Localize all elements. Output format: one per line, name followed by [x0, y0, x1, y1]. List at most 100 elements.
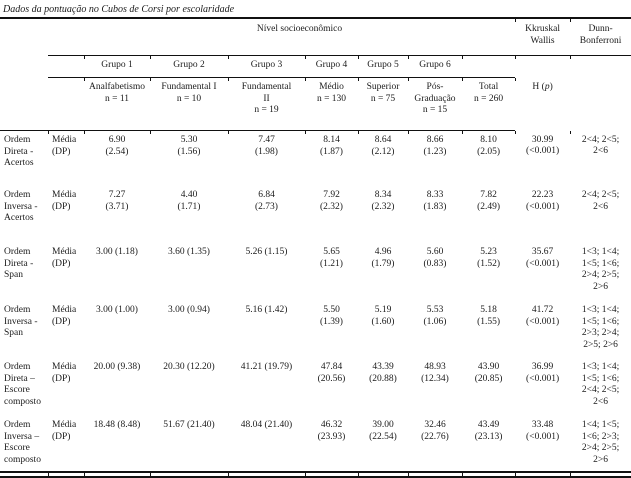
value-cell: 48.04 (21.40)	[240, 420, 293, 430]
dunn-cell: 1<3; 1<4; 1<5; 1<6; 2<4; 2<5; 2<6	[581, 362, 620, 407]
dunn-cell: 1<3; 1<4; 1<5; 1<6; 2>3; 2>4; 2>5; 2>6	[581, 305, 620, 350]
corsi-results-table: Nível socioeconômico Kkruskal Wallis Dun…	[0, 19, 631, 478]
rule-segment	[407, 471, 462, 478]
row-label: Ordem Direta - Acertos	[4, 135, 34, 168]
group-1-header: Grupo 1	[84, 55, 150, 78]
table-row: Ordem Direta - Span Média (DP) 3.00 (1.1…	[0, 243, 631, 301]
value-cell: 41.21 (19.79)	[240, 362, 293, 372]
rule-segment	[514, 471, 571, 478]
rule-segment	[83, 471, 150, 478]
stat-label: Média (DP)	[52, 420, 77, 442]
value-cell: 7.47 (1.98)	[228, 130, 305, 187]
subheader-pos-graduacao: Pós- Graduação n = 15	[408, 77, 462, 131]
kruskal-h-cell: 41.72 (<0.001)	[526, 305, 560, 327]
value-cell: 43.49 (23.13)	[474, 420, 503, 442]
dunn-cell: 2<4; 2<5; 2<6	[570, 130, 631, 187]
value-cell: 5.50 (1.39)	[320, 305, 343, 327]
bottom-double-rule	[0, 471, 631, 478]
value-cell: 6.90 (2.54)	[84, 130, 150, 187]
value-cell: 7.27 (3.71)	[105, 190, 129, 212]
dunn-cell: 2<4; 2<5; 2<6	[581, 190, 620, 212]
value-cell: 5.30 (1.56)	[150, 130, 228, 187]
table-row: Ordem Direta – Escore composto Média (DP…	[0, 358, 631, 416]
kruskal-h-cell: 22.23 (<0.001)	[526, 190, 560, 212]
value-cell: 5.18 (1.55)	[477, 305, 501, 327]
value-cell: 48.93 (12.34)	[421, 362, 449, 384]
table-row: Ordem Direta - Acertos Média (DP) 6.90 (…	[0, 130, 631, 187]
value-cell: 8.64 (2.12)	[358, 130, 408, 187]
value-cell: 5.65 (1.21)	[320, 247, 343, 269]
subheader-analfabetismo: Analfabetismo n = 11	[84, 77, 150, 131]
dunn-bonferroni-header: Dunn- Bonferroni	[570, 19, 631, 56]
group-6-header: Grupo 6	[408, 55, 462, 78]
rule-segment	[149, 471, 228, 478]
value-cell: 43.90 (20.85)	[474, 362, 503, 384]
subheader-medio: Médio n = 130	[305, 77, 358, 131]
value-cell: 3.00 (0.94)	[168, 305, 210, 315]
value-cell: 3.00 (1.18)	[96, 247, 138, 257]
value-cell: 5.16 (1.42)	[245, 305, 288, 315]
value-cell: 43.39 (20.88)	[369, 362, 397, 384]
rule-segment	[569, 471, 631, 478]
row-label: Ordem Direta - Span	[4, 247, 34, 280]
empty-cell	[462, 55, 516, 78]
value-cell: 5.60 (0.83)	[423, 247, 447, 269]
kruskal-h-cell: 35.67 (<0.001)	[526, 247, 560, 269]
value-cell: 3.60 (1.35)	[168, 247, 210, 257]
h-p-italic: p	[544, 81, 550, 92]
kruskal-h-cell: 33.48 (<0.001)	[526, 420, 560, 442]
value-cell: 8.34 (2.32)	[371, 190, 395, 212]
rule-segment	[0, 471, 48, 478]
group-2-header: Grupo 2	[150, 55, 228, 78]
subheader-fundamental-2: Fundamental II n = 19	[228, 77, 305, 131]
value-cell: 39.00 (22.54)	[369, 420, 397, 442]
value-cell: 8.66 (1.23)	[408, 130, 462, 187]
empty-cell	[48, 55, 84, 78]
stat-label: Média (DP)	[48, 130, 84, 187]
kruskal-h-cell: 36.99 (<0.001)	[526, 362, 560, 384]
stat-label: Média (DP)	[52, 305, 77, 327]
rule-segment	[47, 471, 84, 478]
group-4-header: Grupo 4	[305, 55, 358, 78]
rule-segment	[304, 471, 358, 478]
empty-cell	[0, 56, 48, 78]
value-cell: 4.96 (1.79)	[371, 247, 395, 269]
table-title: Dados da pontuação no Cubos de Corsi por…	[0, 0, 631, 19]
rule-segment	[357, 471, 408, 478]
group-5-header: Grupo 5	[358, 55, 408, 78]
value-cell: 51.67 (21.40)	[163, 420, 215, 430]
value-cell: 4.40 (1.71)	[177, 190, 201, 212]
value-cell: 6.84 (2.73)	[255, 190, 278, 212]
header-spanner-row: Nível socioeconômico Kkruskal Wallis Dun…	[0, 19, 631, 56]
h-p-suffix: )	[549, 81, 553, 92]
row-label: Ordem Direta – Escore composto	[4, 362, 41, 407]
value-cell: 5.19 (1.60)	[371, 305, 395, 327]
value-cell: 3.00 (1.00)	[96, 305, 138, 315]
subheader-fundamental-1: Fundamental I n = 10	[150, 77, 228, 131]
value-cell: 5.23 (1.52)	[477, 247, 501, 269]
empty-cell	[570, 78, 631, 131]
rule-segment	[461, 471, 516, 478]
dunn-cell: 1<3; 1<4; 1<5; 1<6; 2>4; 2>5; 2>6	[581, 247, 620, 292]
empty-cell	[48, 19, 84, 56]
empty-cell	[48, 77, 84, 131]
empty-cell	[570, 55, 631, 78]
value-cell: 46.32 (23.93)	[317, 420, 346, 442]
subheader-superior: Superior n = 75	[358, 77, 408, 131]
rule-segment	[227, 471, 305, 478]
header-group-row: Grupo 1 Grupo 2 Grupo 3 Grupo 4 Grupo 5 …	[0, 55, 631, 78]
table-row: Ordem Inversa – Escore composto Média (D…	[0, 416, 631, 472]
empty-cell	[0, 19, 48, 56]
stat-label: Média (DP)	[52, 362, 77, 384]
value-cell: 20.30 (12.20)	[163, 362, 215, 372]
value-cell: 8.33 (1.83)	[423, 190, 447, 212]
table-row: Ordem Inversa - Acertos Média (DP) 7.27 …	[0, 186, 631, 243]
row-label: Ordem Inversa - Acertos	[4, 190, 38, 223]
table-row: Ordem Inversa - Span Média (DP) 3.00 (1.…	[0, 301, 631, 358]
row-label: Ordem Inversa – Escore composto	[4, 420, 41, 465]
empty-cell	[0, 77, 48, 131]
value-cell: 20.00 (9.38)	[93, 362, 141, 372]
kruskal-wallis-header: Kkruskal Wallis	[515, 19, 571, 56]
stat-label: Média (DP)	[52, 247, 77, 269]
